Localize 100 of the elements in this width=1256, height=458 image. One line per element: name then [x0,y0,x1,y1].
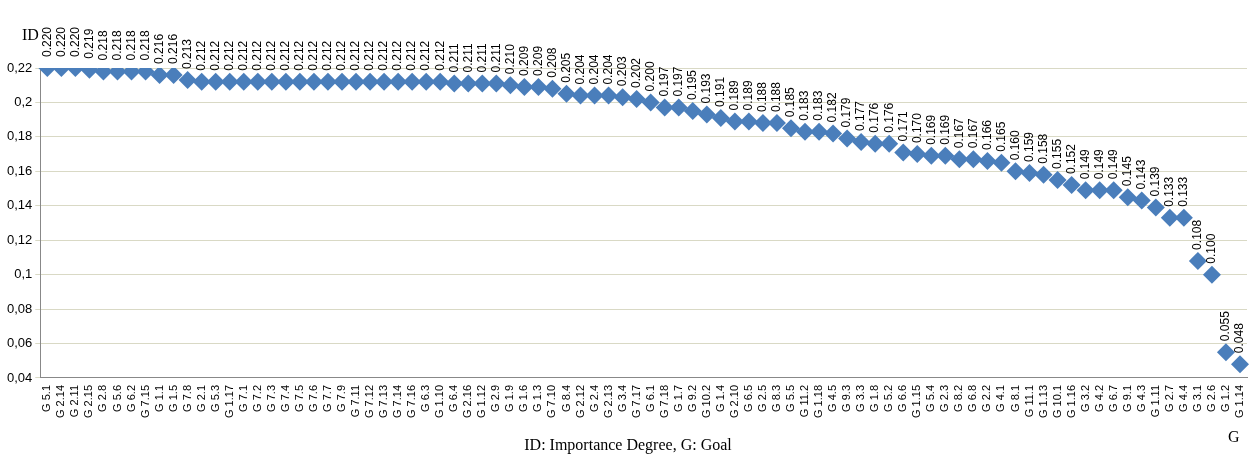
x-tick-label: G 11.1 [1022,384,1035,418]
data-label: 0.155 [1049,138,1064,169]
x-tick-label: G 7.11 [349,384,362,418]
x-tick-label: G 5.2 [882,384,895,412]
data-label: 0.171 [895,111,910,142]
x-tick-label: G 10.2 [699,384,712,419]
x-tick-label: G 7.10 [545,384,558,419]
data-label: 0.211 [474,43,489,73]
data-label: 0.197 [657,66,672,97]
x-tick-label: G 6.2 [124,384,137,412]
data-label: 0.218 [95,30,110,61]
data-label: 0.211 [488,43,503,73]
y-tick-label: 0,1 [14,266,33,282]
x-tick-label: G 1.12 [475,384,488,419]
x-tick-label: G 7.6 [306,384,319,412]
x-tick-label: G 6.7 [1106,384,1119,412]
x-tick-label: G 1.11 [1148,384,1161,418]
y-tick-label: 0,12 [6,231,33,247]
data-label: 0.189 [741,80,756,111]
data-label: 0.133 [1162,176,1177,207]
data-label: 0.191 [713,76,728,107]
text: ID: Importance Degree, G: Goal [524,436,732,453]
x-tick-label: G 7.17 [629,384,642,419]
x-tick-label: G 7.16 [405,384,418,419]
x-tick-label: G 7.12 [363,384,376,419]
data-label: 0.176 [867,102,882,133]
data-label: 0.200 [642,61,657,92]
data-label: 0.182 [825,92,840,123]
x-tick-label: G 1.10 [433,384,446,419]
data-label: 0.169 [923,114,938,145]
x-tick-label: G 1.6 [517,384,530,412]
data-label: 0.212 [292,40,307,71]
data-label: 0.149 [1091,148,1106,180]
data-label: 0.152 [1063,143,1078,175]
x-tick-label: G 2.15 [82,384,95,419]
data-label: 0.213 [179,38,194,70]
data-label: 0.170 [909,112,924,144]
data-label: 0.177 [853,100,868,132]
x-tick-label: G 1.7 [671,384,684,412]
x-tick-label: G 6.3 [419,384,432,412]
x-tick-label: G 6.5 [741,384,754,412]
x-tick-label: G 1.5 [166,384,179,412]
x-tick-label: G 4.1 [994,384,1007,412]
data-label: 0.183 [797,90,812,121]
data-label: 0.183 [811,90,826,121]
x-tick-label: G 4.4 [1176,384,1189,412]
x-tick-label: G 1.18 [812,384,825,419]
x-tick-label: G 2.5 [755,384,768,412]
data-label: 0.220 [53,26,68,57]
data-label: 0.204 [572,54,587,85]
x-tick-label: G 2.3 [938,384,951,412]
x-tick-label: G 2.2 [980,384,993,412]
data-label: 0.167 [951,117,966,149]
x-tick-label: G 11.2 [798,384,811,418]
x-tick-label: G 7.4 [278,384,291,412]
x-tick-label: G 6.1 [643,384,656,412]
data-label: 0.216 [151,33,166,64]
data-label: 0.212 [348,40,363,71]
data-label: 0.212 [306,40,321,71]
data-label: 0.212 [432,40,447,71]
data-label: 0.212 [418,40,433,71]
data-label: 0.216 [165,33,180,64]
data-label: 0.212 [334,40,349,71]
x-tick-label: G 5.6 [110,384,123,412]
data-label: 0.195 [685,69,700,101]
x-tick-label: G 4.2 [1092,384,1105,412]
data-label: 0.219 [81,28,96,59]
x-tick-label: G 8.3 [769,384,782,412]
x-tick-label: G 1.4 [713,384,726,412]
x-tick-label: G 2.4 [587,384,600,412]
data-label: 0.212 [320,40,335,71]
data-label: 0.212 [193,40,208,71]
data-label: 0.108 [1190,219,1205,250]
data-label: 0.203 [614,55,629,87]
data-label: 0.048 [1232,322,1247,354]
x-tick-label: G 7.8 [180,384,193,412]
x-tick-label: G 2.14 [54,384,67,419]
x-tick-label: G 2.6 [1204,384,1217,412]
x-tick-label: G 3.4 [615,384,628,412]
data-label: 0.212 [250,40,265,71]
x-tick-label: G 7.7 [320,384,333,412]
x-tick-label: G 7.1 [236,384,249,412]
x-axis-title: G [1228,428,1240,446]
x-tick-label: G 1.1 [152,384,165,412]
data-label: 0.176 [881,102,896,133]
data-label: 0.212 [278,40,293,71]
data-label: 0.100 [1204,233,1219,264]
data-label: 0.220 [67,26,82,57]
x-tick-label: G 2.10 [727,384,740,419]
x-tick-label: G 4.5 [826,384,839,412]
x-tick-label: G 7.3 [264,384,277,412]
data-label: 0.133 [1176,176,1191,207]
x-tick-label: G 2.12 [573,384,586,419]
data-label: 0.204 [600,54,615,85]
x-tick-label: G 3.1 [1190,384,1203,412]
data-label: 0.193 [699,73,714,104]
x-tick-label: G 7.5 [292,384,305,412]
data-label: 0.202 [628,57,643,88]
x-tick-label: G 8.4 [559,384,572,412]
data-label: 0.169 [937,114,952,145]
